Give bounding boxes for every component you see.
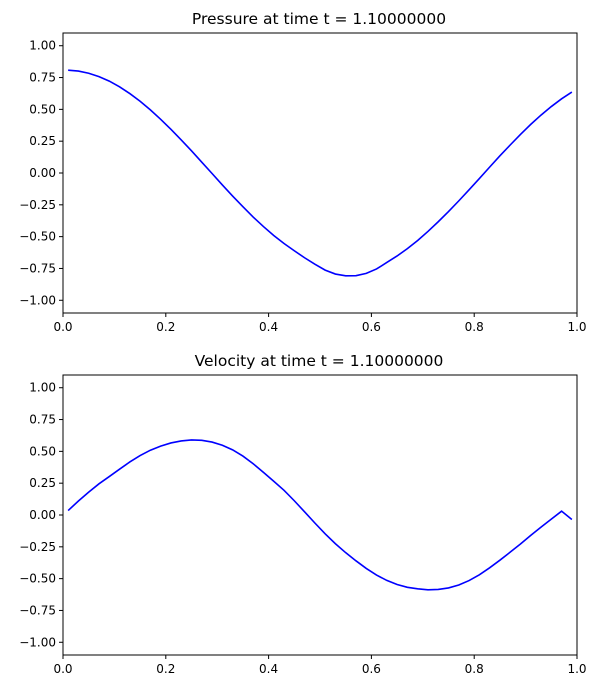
velocity-chart: Velocity at time t = 1.10000000 0.0 0.2 0.… <box>19 352 586 676</box>
pressure-y-tick-label: 1.00 <box>29 39 56 53</box>
pressure-y-tick-label: −0.75 <box>19 261 56 275</box>
pressure-y-tick-label: −1.00 <box>19 293 56 307</box>
velocity-y-tick-label: 0.00 <box>29 508 56 522</box>
velocity-y-tick-label: 0.25 <box>29 476 56 490</box>
velocity-y-tick-label: 0.50 <box>29 444 56 458</box>
pressure-y-tick-label: 0.75 <box>29 71 56 85</box>
velocity-chart-tick-labels: 0.0 0.2 0.4 0.6 0.8 1.0 −1.00 −0.75 −0.50 −0.25 0.… <box>19 381 586 676</box>
pressure-y-tick-label: 0.25 <box>29 134 56 148</box>
velocity-y-tick-label: 1.00 <box>29 381 56 395</box>
pressure-chart-ticks <box>59 45 578 317</box>
pressure-chart-tick-labels: 0.0 0.2 0.4 0.6 0.8 1.0 −1.00 −0.75 −0.50 −0.25 0.… <box>19 39 586 334</box>
velocity-x-tick-label: 0.0 <box>53 662 72 676</box>
velocity-chart-ticks <box>59 387 578 659</box>
pressure-y-tick-label: 0.50 <box>29 102 56 116</box>
velocity-y-tick-label: −0.50 <box>19 572 56 586</box>
velocity-y-tick-label: −0.75 <box>19 603 56 617</box>
pressure-x-tick-label: 0.2 <box>156 320 175 334</box>
velocity-chart-frame <box>62 374 578 656</box>
pressure-chart: Pressure at time t = 1.10000000 0.0 0.2 0.… <box>19 10 586 334</box>
velocity-x-tick-label: 0.8 <box>465 662 484 676</box>
velocity-x-tick-label: 1.0 <box>567 662 586 676</box>
pressure-chart-frame <box>62 32 578 314</box>
pressure-x-tick-label: 0.6 <box>362 320 381 334</box>
velocity-series-line <box>67 439 573 591</box>
pressure-x-tick-label: 0.0 <box>53 320 72 334</box>
pressure-y-tick-label: −0.50 <box>19 230 56 244</box>
velocity-x-tick-label: 0.4 <box>259 662 278 676</box>
pressure-series-line <box>68 69 573 277</box>
pressure-x-tick-label: 1.0 <box>567 320 586 334</box>
pressure-x-tick-label: 0.4 <box>259 320 278 334</box>
pressure-x-tick-label: 0.8 <box>465 320 484 334</box>
velocity-y-tick-label: 0.75 <box>29 413 56 427</box>
pressure-chart-title: Pressure at time t = 1.10000000 <box>192 10 446 28</box>
velocity-x-tick-label: 0.6 <box>362 662 381 676</box>
velocity-x-tick-label: 0.2 <box>156 662 175 676</box>
velocity-y-tick-label: −1.00 <box>19 635 56 649</box>
pressure-y-tick-label: 0.00 <box>29 166 56 180</box>
velocity-chart-title: Velocity at time t = 1.10000000 <box>195 352 444 370</box>
pressure-y-tick-label: −0.25 <box>19 198 56 212</box>
velocity-y-tick-label: −0.25 <box>19 540 56 554</box>
